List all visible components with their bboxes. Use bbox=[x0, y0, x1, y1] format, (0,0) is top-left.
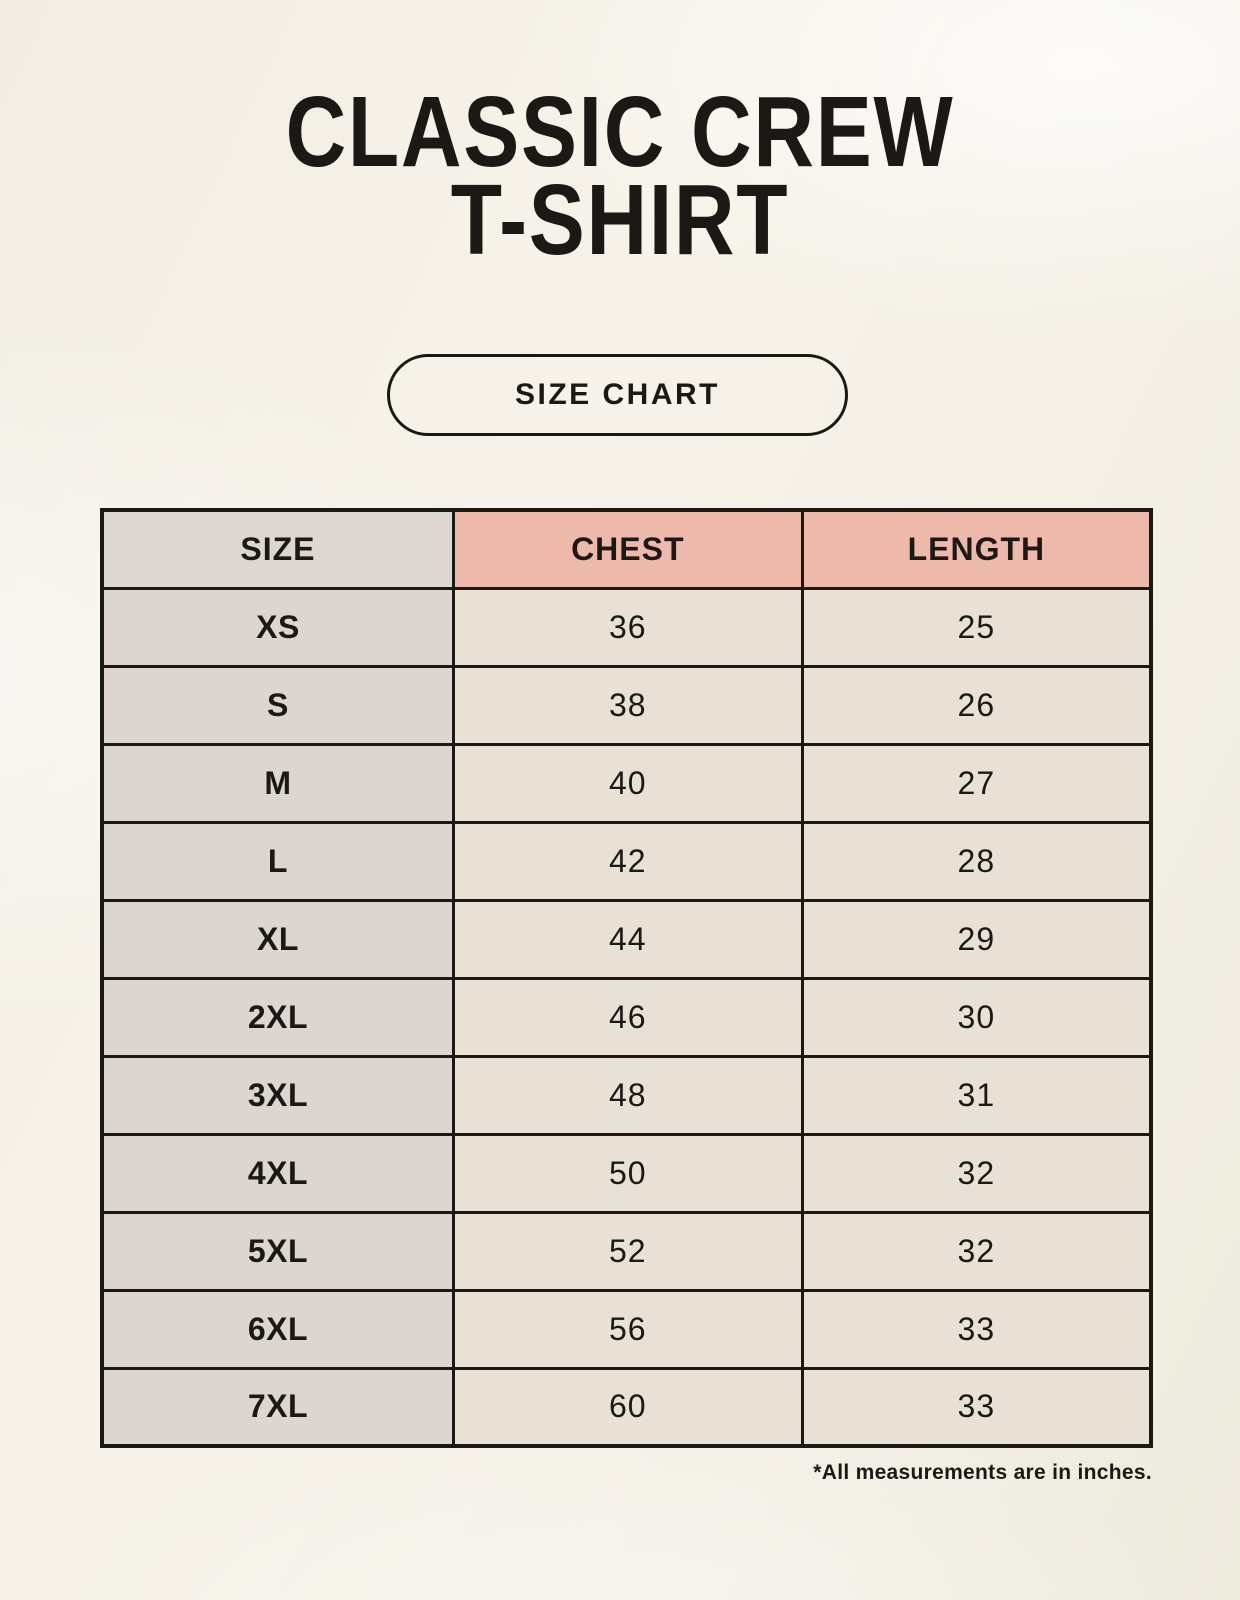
length-value: 30 bbox=[800, 976, 1153, 1058]
size-label: 2XL bbox=[100, 976, 455, 1058]
table-header-row: SIZE CHEST LENGTH bbox=[100, 508, 1153, 590]
table-row: 7XL 60 33 bbox=[100, 1366, 1153, 1448]
table-row: S 38 26 bbox=[100, 664, 1153, 746]
size-label: 5XL bbox=[100, 1210, 455, 1292]
length-value: 32 bbox=[800, 1132, 1153, 1214]
table-row: L 42 28 bbox=[100, 820, 1153, 902]
chest-value: 38 bbox=[451, 664, 804, 746]
chest-value: 50 bbox=[451, 1132, 804, 1214]
size-table: SIZE CHEST LENGTH XS 36 25 S 38 26 M 40 … bbox=[100, 508, 1153, 1448]
column-header-length: LENGTH bbox=[800, 508, 1153, 590]
length-value: 33 bbox=[800, 1288, 1153, 1370]
column-header-size: SIZE bbox=[100, 508, 455, 590]
size-label: XL bbox=[100, 898, 455, 980]
table-row: 3XL 48 31 bbox=[100, 1054, 1153, 1136]
chest-value: 52 bbox=[451, 1210, 804, 1292]
chest-value: 48 bbox=[451, 1054, 804, 1136]
chest-value: 36 bbox=[451, 586, 804, 668]
table-row: XL 44 29 bbox=[100, 898, 1153, 980]
size-label: S bbox=[100, 664, 455, 746]
length-value: 28 bbox=[800, 820, 1153, 902]
table-row: 5XL 52 32 bbox=[100, 1210, 1153, 1292]
chest-value: 56 bbox=[451, 1288, 804, 1370]
chest-value: 40 bbox=[451, 742, 804, 824]
page-title: CLASSIC CREW T-SHIRT bbox=[99, 82, 1141, 270]
size-label: 4XL bbox=[100, 1132, 455, 1214]
size-label: L bbox=[100, 820, 455, 902]
size-chart-badge: SIZE CHART bbox=[387, 354, 848, 436]
page-title-line-1: CLASSIC CREW bbox=[285, 76, 955, 188]
table-row: XS 36 25 bbox=[100, 586, 1153, 668]
length-value: 32 bbox=[800, 1210, 1153, 1292]
size-chart-badge-label: SIZE CHART bbox=[515, 378, 720, 411]
table-row: M 40 27 bbox=[100, 742, 1153, 824]
size-label: 6XL bbox=[100, 1288, 455, 1370]
length-value: 33 bbox=[800, 1366, 1153, 1448]
chest-value: 46 bbox=[451, 976, 804, 1058]
size-label: M bbox=[100, 742, 455, 824]
size-label: XS bbox=[100, 586, 455, 668]
chest-value: 60 bbox=[451, 1366, 804, 1448]
length-value: 25 bbox=[800, 586, 1153, 668]
length-value: 29 bbox=[800, 898, 1153, 980]
chest-value: 42 bbox=[451, 820, 804, 902]
page-title-line-2: T-SHIRT bbox=[450, 164, 790, 276]
column-header-chest: CHEST bbox=[451, 508, 804, 590]
length-value: 26 bbox=[800, 664, 1153, 746]
table-row: 2XL 46 30 bbox=[100, 976, 1153, 1058]
size-label: 3XL bbox=[100, 1054, 455, 1136]
table-row: 4XL 50 32 bbox=[100, 1132, 1153, 1214]
table-row: 6XL 56 33 bbox=[100, 1288, 1153, 1370]
measurement-note: *All measurements are in inches. bbox=[813, 1461, 1152, 1484]
length-value: 27 bbox=[800, 742, 1153, 824]
size-label: 7XL bbox=[100, 1366, 455, 1448]
chest-value: 44 bbox=[451, 898, 804, 980]
length-value: 31 bbox=[800, 1054, 1153, 1136]
